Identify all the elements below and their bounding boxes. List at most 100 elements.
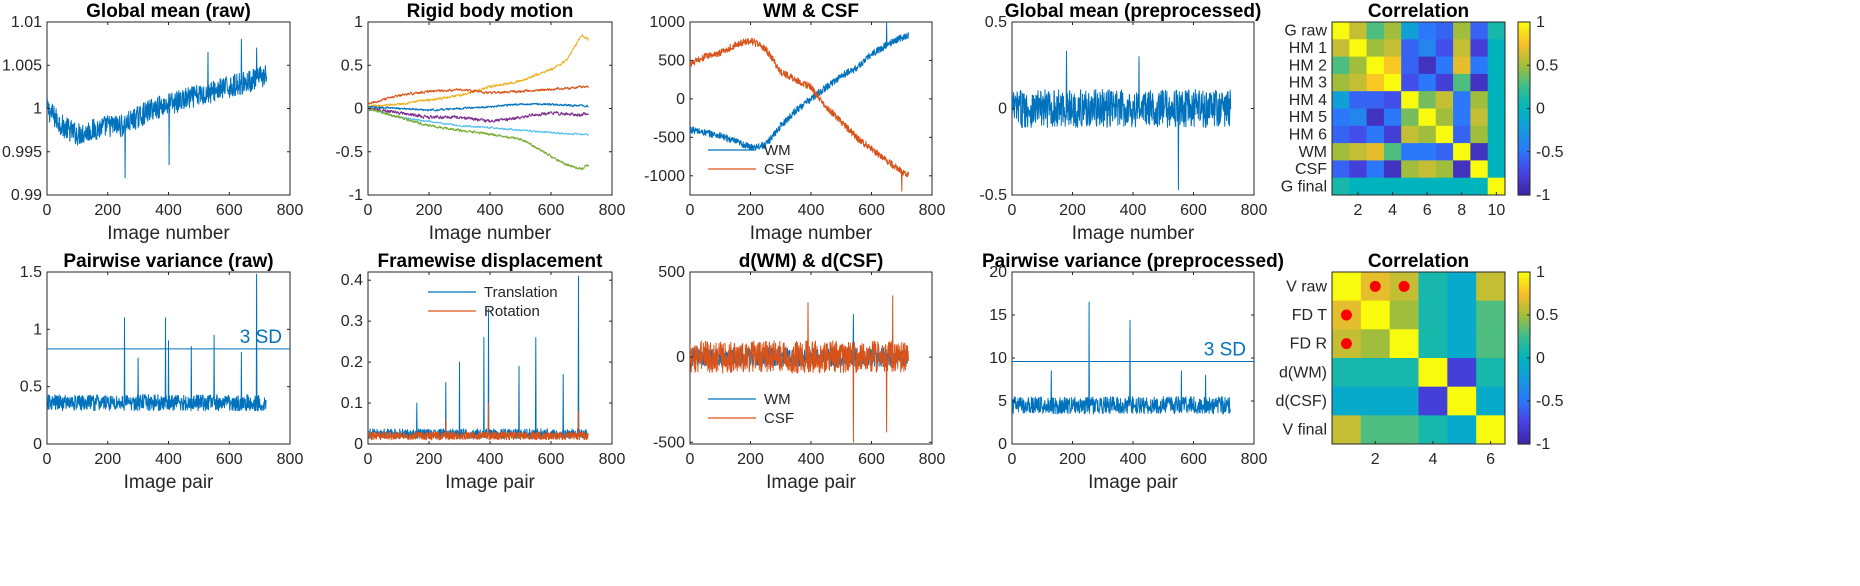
row-label: HM 5 — [1289, 109, 1327, 126]
heatmap-cell — [1332, 143, 1350, 161]
colorbar-step — [1518, 315, 1530, 319]
chart-title: Pairwise variance (raw) — [63, 251, 273, 272]
heatmap-cell — [1435, 73, 1454, 92]
heatmap-cell — [1476, 272, 1506, 302]
colorbar-tick-label: 0.5 — [1536, 57, 1558, 74]
heatmap-cell — [1418, 415, 1448, 445]
x-tick-label: 2 — [1353, 202, 1362, 219]
x-tick-label: 4 — [1428, 451, 1437, 468]
heatmap-cell — [1470, 73, 1489, 92]
colorbar-step — [1518, 346, 1530, 350]
heatmap-cell — [1349, 22, 1368, 40]
y-tick-label: -1 — [349, 187, 363, 204]
y-tick-label: 0.1 — [341, 395, 363, 412]
colorbar-step — [1518, 122, 1530, 127]
x-tick-label: 800 — [919, 451, 946, 468]
y-tick-label: 10 — [989, 350, 1007, 367]
colorbar-step — [1518, 108, 1530, 112]
heatmap-cell — [1418, 39, 1437, 58]
colorbar-step — [1518, 389, 1530, 393]
colorbar-tick-label: 0.5 — [1536, 307, 1558, 324]
x-tick-label: 800 — [599, 451, 626, 468]
heatmap-cell — [1366, 91, 1385, 109]
heatmap-cell — [1349, 73, 1368, 92]
heatmap-cell — [1476, 358, 1506, 388]
colorbar-step — [1518, 143, 1530, 147]
y-tick-label: 0 — [33, 436, 42, 453]
colorbar-step — [1518, 363, 1530, 368]
significance-marker — [1369, 280, 1381, 292]
row-label: V final — [1283, 422, 1327, 439]
plot-area — [368, 34, 589, 171]
x-tick-label: 400 — [477, 202, 504, 219]
heatmap-cell — [1453, 108, 1471, 127]
heatmap-cell — [1487, 177, 1506, 196]
heatmap-cell — [1366, 160, 1385, 179]
chart-0: 0 200 400 600 800 0.99 0.995 1 1.005 1.01 Global m… — [2, 1, 303, 244]
heatmap-cell — [1418, 160, 1437, 179]
x-tick-label: 800 — [277, 451, 304, 468]
colorbar-step — [1518, 192, 1530, 196]
heatmap-cell — [1332, 56, 1350, 75]
heatmap-cell — [1401, 73, 1419, 92]
legend-label: CSF — [764, 410, 794, 427]
colorbar-tick-label: -0.5 — [1536, 144, 1564, 161]
heatmap-cell — [1332, 91, 1350, 109]
x-tick-label: 400 — [798, 202, 825, 219]
colorbar-step — [1518, 157, 1530, 161]
plot-area — [690, 22, 910, 192]
y-tick-label: 0 — [676, 91, 685, 108]
colorbar-step — [1518, 68, 1530, 72]
series-line-1 — [368, 85, 589, 105]
colorbar-step — [1518, 401, 1530, 405]
colorbar-step — [1518, 435, 1530, 439]
colorbar-step — [1518, 386, 1530, 391]
y-tick-label: 0 — [676, 349, 685, 366]
colorbar-step — [1518, 441, 1530, 445]
colorbar-step — [1518, 189, 1530, 193]
colorbar-step — [1518, 111, 1530, 115]
heatmap-cell — [1487, 108, 1506, 127]
x-tick-label: 600 — [858, 202, 885, 219]
colorbar-step — [1518, 145, 1530, 150]
colorbar-step — [1518, 340, 1530, 345]
y-tick-label: 1.5 — [20, 264, 42, 281]
colorbar-step — [1518, 125, 1530, 130]
colorbar-step — [1518, 180, 1530, 185]
x-tick-label: 400 — [477, 451, 504, 468]
colorbar-step — [1518, 395, 1530, 399]
heatmap-cell — [1487, 125, 1506, 144]
heatmap-cell — [1447, 329, 1477, 359]
y-tick-label: -1000 — [644, 168, 685, 185]
colorbar-step — [1518, 274, 1530, 279]
x-tick-label: 600 — [858, 451, 885, 468]
row-label: G final — [1281, 178, 1327, 195]
colorbar-step — [1518, 309, 1530, 313]
colorbar-step — [1518, 306, 1530, 310]
colorbar-step — [1518, 65, 1530, 69]
heatmap-cell — [1447, 415, 1477, 445]
x-tick-label: 0 — [686, 202, 695, 219]
colorbar-tick-label: 0 — [1536, 350, 1545, 367]
colorbar-step — [1518, 36, 1530, 40]
heatmap-cell — [1435, 125, 1454, 144]
colorbar-step — [1518, 283, 1530, 287]
colorbar-step — [1518, 102, 1530, 107]
chart-9: V raw FD T FD R d(WM) d(CSF) V final 2 4 6 Correl… — [1275, 251, 1563, 468]
x-tick-label: 200 — [1059, 451, 1086, 468]
heatmap-cell — [1435, 143, 1454, 161]
heatmap-cell — [1349, 108, 1368, 127]
x-tick-label: 200 — [416, 202, 443, 219]
heatmap-cell — [1401, 143, 1419, 161]
heatmap-cell — [1332, 272, 1362, 302]
chart-title: Global mean (raw) — [86, 1, 251, 22]
colorbar-step — [1518, 71, 1530, 75]
plot-area — [690, 295, 909, 443]
heatmap-cell — [1389, 358, 1419, 388]
y-tick-label: 500 — [658, 52, 685, 69]
x-tick-label: 800 — [1241, 451, 1268, 468]
heatmap-cell — [1470, 177, 1489, 196]
x-tick-label: 400 — [1120, 451, 1147, 468]
